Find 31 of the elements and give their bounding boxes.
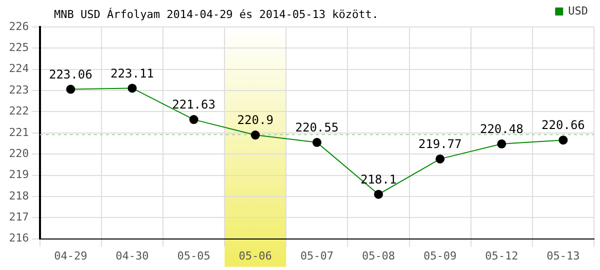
y-tick-label: 224 <box>8 62 30 76</box>
y-tick-label: 221 <box>8 126 29 139</box>
y-tick-label: 222 <box>8 104 29 118</box>
data-label: 220.55 <box>295 120 339 135</box>
data-label: 220.48 <box>480 122 524 136</box>
x-tick-label: 05-05 <box>177 249 210 262</box>
x-tick-label: 05-07 <box>300 249 334 262</box>
x-tick-label: 05-12 <box>485 249 518 262</box>
y-tick-label: 226 <box>8 20 29 33</box>
data-label: 223.11 <box>110 66 154 80</box>
legend-label: USD <box>568 4 588 18</box>
x-tick-label: 04-30 <box>116 249 149 262</box>
y-tick-label: 218 <box>8 189 29 202</box>
y-tick-label: 217 <box>8 210 29 224</box>
data-label: 223.06 <box>48 67 92 82</box>
x-tick-label: 05-09 <box>424 249 457 262</box>
x-tick-label: 05-08 <box>362 249 396 262</box>
data-label: 220.66 <box>542 118 585 132</box>
data-label: 220.9 <box>237 113 274 128</box>
x-tick-label: 04-29 <box>54 249 88 262</box>
y-tick-label: 223 <box>8 83 29 96</box>
chart-title: MNB USD Árfolyam 2014-04-29 és 2014-05-13 között. <box>54 8 379 21</box>
data-label: 218.1 <box>360 172 397 186</box>
data-label: 219.77 <box>418 137 462 152</box>
y-tick-label: 225 <box>8 41 29 54</box>
y-tick-label: 216 <box>8 232 29 245</box>
data-label: 221.63 <box>172 98 216 112</box>
x-tick-label: 05-13 <box>546 249 580 262</box>
y-tick-label: 219 <box>8 168 29 182</box>
y-tick-label: 220 <box>8 146 29 160</box>
x-tick-label: 05-06 <box>238 249 272 262</box>
